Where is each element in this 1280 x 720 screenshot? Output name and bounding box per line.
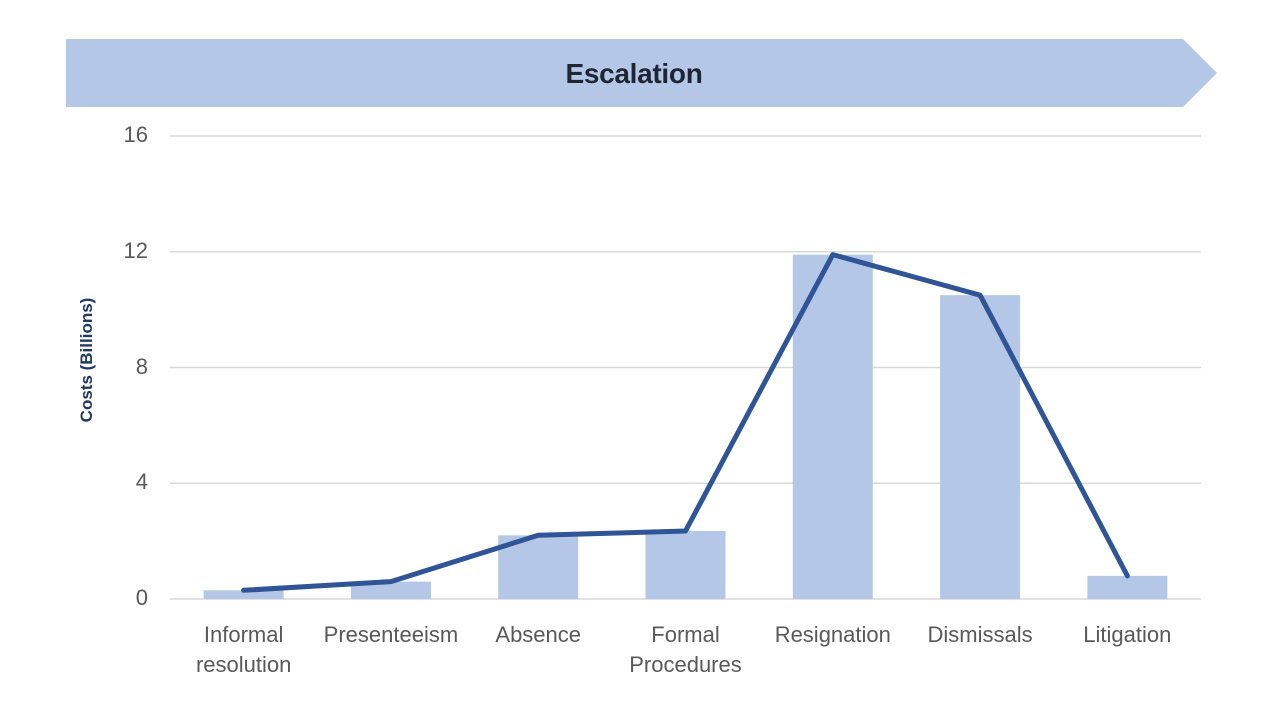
x-tick-label: Resignation (774, 622, 891, 647)
bar (792, 254, 873, 600)
bar (645, 530, 726, 599)
bar (940, 295, 1021, 599)
x-tick-label: Litigation (1083, 622, 1172, 647)
x-tick-label: Absence (495, 622, 582, 647)
bar (203, 590, 284, 599)
x-tick-label: Informal resolution (195, 622, 292, 677)
y-tick-label: 0 (135, 585, 148, 610)
x-tick-label: Dismissals (927, 622, 1033, 647)
bar (1087, 575, 1168, 599)
trend-line (241, 252, 1130, 593)
y-tick-label: 12 (123, 237, 148, 263)
escalation-arrow-banner: Escalation (66, 39, 1217, 107)
chart-title: Escalation (565, 58, 703, 89)
y-tick-label: 4 (135, 469, 148, 495)
x-tick-label: Presenteeism (323, 622, 459, 647)
y-tick-label: 16 (123, 122, 148, 147)
x-tick-label: Formal Procedures (629, 622, 742, 677)
bar (350, 581, 431, 599)
arrow-shape (66, 39, 1217, 107)
y-tick-label: 8 (135, 353, 148, 379)
